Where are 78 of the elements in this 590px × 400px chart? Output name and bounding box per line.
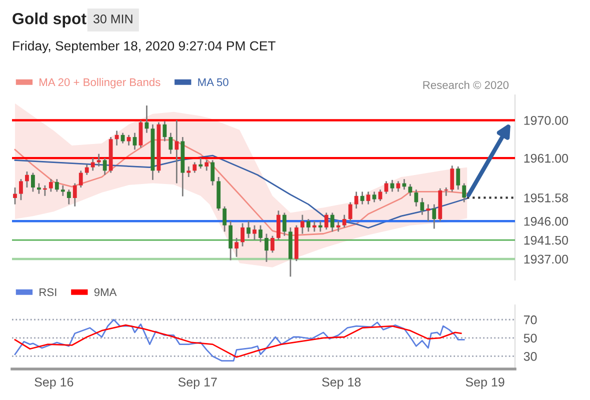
candlestick <box>198 157 203 170</box>
candlestick <box>462 182 466 203</box>
y-tick-label: 50 <box>524 334 537 343</box>
candlestick <box>246 220 250 239</box>
candlestick <box>270 235 274 254</box>
text: Friday, September 18, 2020 9:27:04 PM CET <box>13 40 276 54</box>
x-tick-label: Sep 18 <box>322 378 361 389</box>
candlestick <box>342 214 346 228</box>
line-series <box>14 318 465 362</box>
y-tick-label: 70 <box>524 315 537 324</box>
x-tick-label: Sep 16 <box>34 378 74 389</box>
candlestick <box>210 159 215 186</box>
candlestick <box>300 214 304 234</box>
candlestick <box>324 212 328 230</box>
candlestick <box>276 210 280 241</box>
candlestick <box>252 224 256 241</box>
ref-line-label: 1961.00 <box>524 154 568 163</box>
candlestick <box>432 204 436 230</box>
candlestick <box>444 186 448 197</box>
chart-title: Gold spot <box>12 12 86 28</box>
candlestick <box>306 218 310 232</box>
line-series <box>14 324 462 358</box>
legend-label: 9MA <box>94 288 117 296</box>
x-tick-label: Sep 19 <box>466 378 504 389</box>
candlestick <box>348 202 352 222</box>
candlestick <box>102 157 107 176</box>
candlestick <box>408 183 412 197</box>
candlestick <box>282 212 286 237</box>
candlestick <box>84 164 89 176</box>
legend-label: MA 20 + Bollinger Bands <box>40 78 160 88</box>
candlestick <box>13 186 17 206</box>
candlestick <box>132 132 137 150</box>
candlestick <box>366 191 370 206</box>
candlestick <box>264 233 268 263</box>
candlestick <box>174 120 179 184</box>
candlestick <box>234 237 238 258</box>
candlestick <box>168 132 173 155</box>
candlestick <box>54 178 59 192</box>
candlestick <box>192 162 197 174</box>
ref-line-label: 1946.00 <box>524 216 568 226</box>
candlestick <box>25 170 29 188</box>
candlestick <box>66 188 71 206</box>
candlestick <box>72 182 77 208</box>
ref-line-label: 1951.58 <box>524 193 568 202</box>
candlestick <box>378 188 382 202</box>
candlestick <box>37 182 41 194</box>
text: Research © 2020 <box>423 80 509 89</box>
y-tick-label: 30 <box>524 352 537 361</box>
x-tick-label: Sep 17 <box>178 378 217 389</box>
candlestick <box>240 222 244 248</box>
chart-subtitle: 30 MIN <box>93 14 132 24</box>
candlestick <box>96 153 101 168</box>
candlestick <box>372 191 376 203</box>
candlestick <box>420 197 424 216</box>
candlestick <box>222 206 227 232</box>
candlestick <box>90 157 95 172</box>
candlestick <box>186 166 191 178</box>
candlestick <box>318 220 322 232</box>
candlestick <box>228 220 233 261</box>
candlestick <box>336 220 340 232</box>
candlestick <box>330 212 334 232</box>
candlestick <box>204 159 209 172</box>
candlestick <box>450 164 454 192</box>
candlestick <box>78 170 83 188</box>
ref-line-label: 1937.00 <box>524 254 568 264</box>
candlestick <box>31 172 35 192</box>
candlestick <box>19 178 23 201</box>
legend-label: MA 50 <box>198 78 228 86</box>
ref-line-label: 1970.00 <box>524 116 568 125</box>
ref-line-label: 1941.50 <box>524 236 568 245</box>
candlestick <box>426 204 430 222</box>
candlestick <box>354 191 358 210</box>
candlestick <box>258 224 262 243</box>
legend-label: RSI <box>40 288 56 296</box>
candlestick <box>60 184 65 197</box>
candlestick <box>312 220 316 232</box>
candlestick <box>456 166 460 190</box>
candlestick <box>48 178 53 192</box>
